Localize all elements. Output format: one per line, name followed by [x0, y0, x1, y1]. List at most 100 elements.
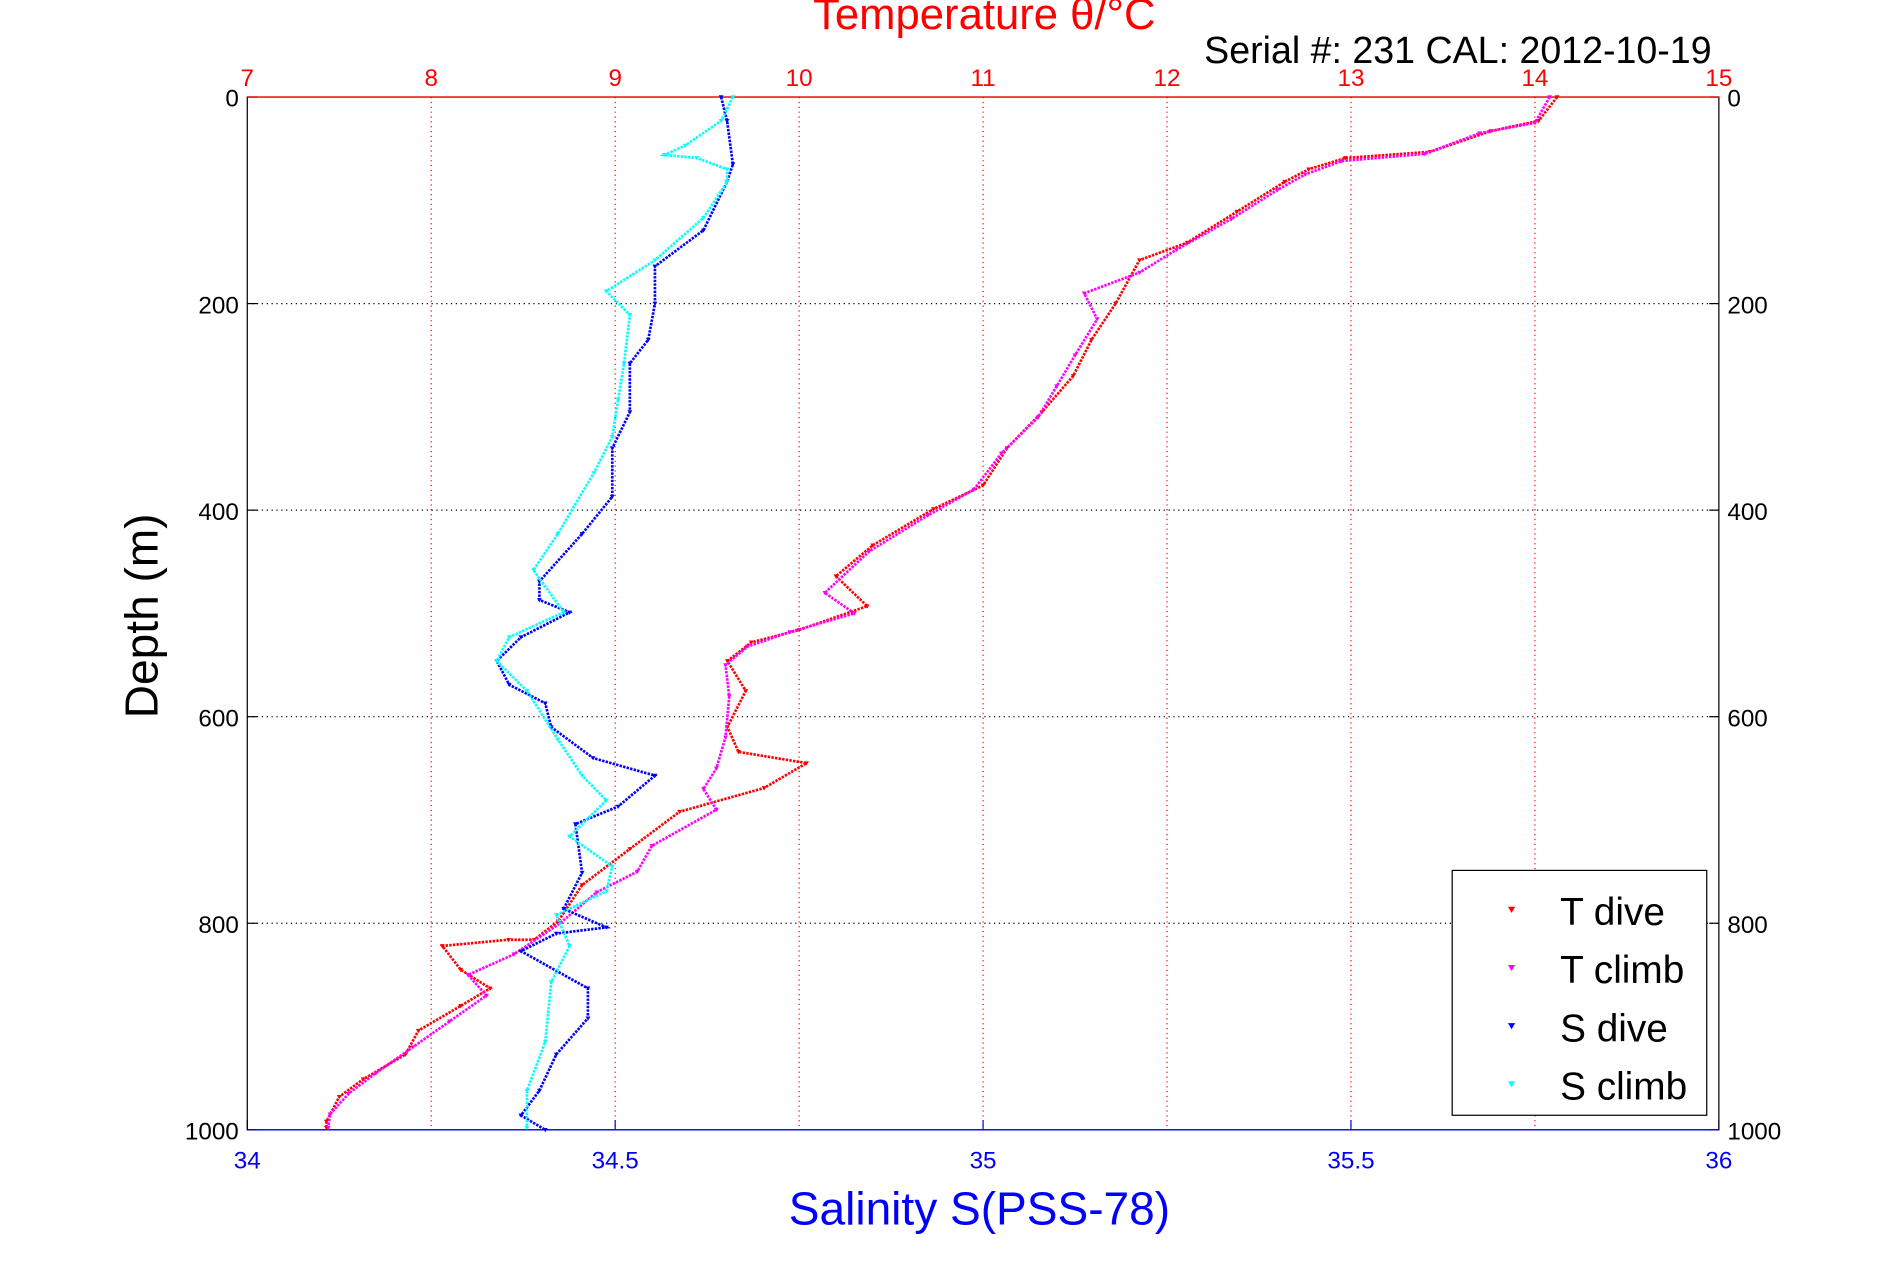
- chart-title: Temperature θ/°C: [813, 0, 1155, 39]
- data-point-t-dive: [1343, 156, 1348, 161]
- series-line-s-climb: [495, 96, 735, 1128]
- series-s-climb: [494, 95, 736, 1131]
- data-point-s-dive: [652, 301, 658, 307]
- data-point-t-climb: [1274, 188, 1280, 193]
- data-point-s-climb: [524, 1125, 530, 1131]
- data-point-t-climb: [713, 807, 719, 813]
- data-point-t-dive: [736, 749, 741, 755]
- data-point-s-dive: [609, 494, 615, 500]
- data-point-s-dive: [724, 118, 730, 124]
- data-point-t-dive: [336, 1094, 342, 1100]
- legend-marker: [1507, 964, 1516, 972]
- series-line-s-dive: [495, 96, 735, 1131]
- legend-label: S climb: [1560, 1066, 1687, 1109]
- data-point-s-climb: [494, 659, 500, 664]
- temp-tick-label: 8: [424, 65, 437, 92]
- data-point-s-dive: [553, 931, 559, 937]
- depth-tick-label-left: 1000: [185, 1119, 239, 1146]
- data-point-t-climb: [723, 663, 728, 668]
- data-point-s-climb: [567, 944, 572, 949]
- data-point-t-climb: [483, 993, 489, 998]
- data-point-t-climb: [1339, 159, 1345, 164]
- data-point-t-dive: [724, 659, 730, 664]
- data-point-t-climb: [465, 973, 471, 978]
- data-point-s-dive: [718, 95, 724, 100]
- depth-tick-label-right: 200: [1727, 292, 1767, 319]
- data-point-t-dive: [1554, 95, 1560, 100]
- data-point-t-dive: [415, 1028, 421, 1034]
- data-point-s-dive: [603, 925, 609, 930]
- data-point-s-dive: [518, 635, 524, 640]
- data-point-t-dive: [458, 967, 464, 973]
- data-point-s-climb: [524, 1088, 530, 1093]
- data-point-s-climb: [615, 397, 621, 403]
- data-point-t-dive: [1070, 374, 1076, 379]
- data-point-s-dive: [561, 906, 567, 912]
- data-point-t-climb: [723, 735, 728, 740]
- depth-tick-label-left: 800: [198, 912, 238, 939]
- data-point-s-climb: [553, 913, 559, 918]
- data-point-t-climb: [447, 1019, 453, 1024]
- data-point-t-climb: [1422, 152, 1427, 157]
- data-point-t-climb: [1477, 131, 1483, 136]
- legend-marker: [1507, 1023, 1516, 1030]
- data-point-t-climb: [410, 1045, 416, 1050]
- data-point-t-climb: [701, 787, 706, 792]
- data-point-t-dive: [870, 543, 876, 548]
- data-point-s-climb: [724, 179, 730, 185]
- data-point-t-climb: [649, 843, 655, 849]
- temp-tick-label: 10: [786, 65, 813, 92]
- data-point-s-climb: [506, 635, 512, 640]
- series-line-t-climb: [326, 96, 1551, 1128]
- data-point-s-climb: [701, 216, 706, 221]
- legend-label: T climb: [1560, 949, 1684, 992]
- data-point-s-climb: [730, 95, 736, 100]
- data-point-s-dive: [627, 361, 633, 366]
- chart-subtitle: Serial #: 231 CAL: 2012-10-19: [1204, 29, 1711, 71]
- depth-tick-label-left: 200: [198, 292, 238, 319]
- data-point-s-dive: [627, 410, 633, 415]
- sal-tick-label: 35: [970, 1148, 997, 1175]
- depth-tick-label-left: 0: [225, 86, 238, 113]
- data-point-s-climb: [542, 1040, 548, 1045]
- data-point-t-climb: [373, 1071, 379, 1076]
- series-s-dive: [494, 95, 736, 1133]
- data-point-s-climb: [567, 834, 572, 839]
- data-point-s-climb: [609, 435, 615, 440]
- sal-tick-label: 35.5: [1327, 1148, 1374, 1175]
- data-point-s-climb: [524, 689, 530, 694]
- legend-label: T dive: [1560, 891, 1665, 934]
- data-point-t-climb: [325, 1125, 331, 1131]
- data-point-s-climb: [603, 289, 609, 294]
- data-point-t-climb: [1302, 172, 1308, 177]
- x-axis-label: Salinity S(PSS-78): [789, 1182, 1170, 1234]
- data-point-t-climb: [851, 611, 857, 616]
- data-point-t-dive: [1282, 179, 1288, 185]
- data-point-s-dive: [585, 1016, 591, 1021]
- data-point-s-climb: [548, 980, 554, 985]
- data-point-s-dive: [585, 986, 591, 991]
- data-point-s-dive: [645, 337, 651, 343]
- data-point-t-dive: [748, 640, 754, 645]
- data-point-t-dive: [1234, 209, 1240, 215]
- temp-tick-label: 9: [608, 65, 621, 92]
- data-point-s-climb: [627, 313, 633, 318]
- data-point-s-climb: [555, 532, 561, 537]
- data-point-t-dive: [1113, 301, 1118, 307]
- data-point-t-climb: [594, 890, 600, 895]
- data-point-s-dive: [652, 773, 658, 778]
- data-point-t-climb: [822, 590, 828, 596]
- legend-marker: [1507, 1081, 1516, 1088]
- data-point-t-dive: [761, 786, 767, 791]
- data-point-t-climb: [1532, 121, 1538, 126]
- data-point-t-climb: [1072, 353, 1078, 358]
- temp-tick-label: 13: [1337, 65, 1364, 92]
- legend: T dive T climb S dive S climb: [1451, 869, 1708, 1116]
- data-point-s-dive: [542, 1127, 548, 1133]
- data-point-t-dive: [677, 809, 682, 815]
- data-point-s-dive: [542, 701, 548, 706]
- depth-tick-label-left: 400: [198, 499, 238, 526]
- sal-tick-label: 34: [234, 1148, 261, 1175]
- legend-label: S dive: [1560, 1007, 1668, 1050]
- sal-tick-label: 34.5: [592, 1148, 639, 1175]
